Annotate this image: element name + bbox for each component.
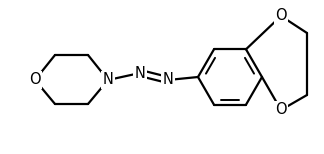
Text: N: N	[103, 73, 113, 87]
Text: O: O	[29, 73, 41, 87]
Text: N: N	[134, 65, 145, 81]
Text: O: O	[275, 8, 287, 24]
Text: N: N	[163, 73, 173, 87]
Text: O: O	[275, 103, 287, 118]
